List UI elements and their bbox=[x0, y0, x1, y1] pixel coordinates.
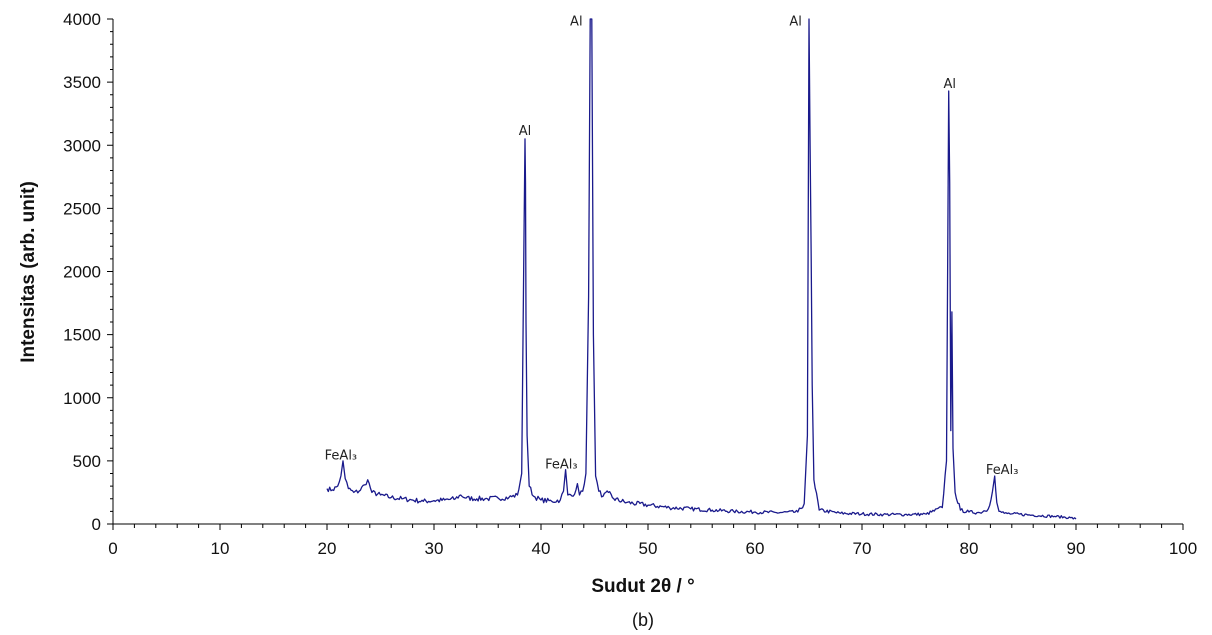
x-tick-label: 60 bbox=[746, 539, 765, 558]
y-tick-label: 4000 bbox=[63, 10, 101, 29]
x-tick-label: 100 bbox=[1169, 539, 1197, 558]
y-tick-label: 500 bbox=[73, 452, 101, 471]
y-tick-label: 1500 bbox=[63, 326, 101, 345]
peak-label: Al bbox=[570, 14, 583, 29]
series-line bbox=[326, 18, 1077, 520]
y-tick-label: 2000 bbox=[63, 263, 101, 282]
axes bbox=[112, 19, 1183, 525]
y-tick-label: 2500 bbox=[63, 199, 101, 218]
x-tick-label: 10 bbox=[211, 539, 230, 558]
y-axis-label: Intensitas (arb. unit) bbox=[18, 181, 39, 363]
figure-caption: (b) bbox=[632, 610, 654, 630]
x-axis-label: Sudut 2θ / ° bbox=[591, 576, 694, 597]
x-tick-label: 90 bbox=[1067, 539, 1086, 558]
x-tick-label: 40 bbox=[532, 539, 551, 558]
y-tick-label: 1000 bbox=[63, 389, 101, 408]
y-ticks: 0 500 1000 1500 2000 2500 3000 3500 4000 bbox=[63, 10, 113, 534]
x-tick-label: 50 bbox=[639, 539, 658, 558]
peak-label: Al bbox=[519, 124, 532, 139]
x-tick-label: 30 bbox=[425, 539, 444, 558]
x-tick-label: 70 bbox=[853, 539, 872, 558]
y-tick-label: 0 bbox=[92, 515, 101, 534]
peak-label: FeAl₃ bbox=[325, 449, 357, 464]
peak-label: Al bbox=[943, 77, 956, 92]
x-tick-label: 80 bbox=[960, 539, 979, 558]
y-tick-label: 3500 bbox=[63, 73, 101, 92]
x-tick-label: 20 bbox=[318, 539, 337, 558]
x-tick-label: 0 bbox=[108, 539, 117, 558]
peak-labels: FeAl₃ Al FeAl₃ Al Al Al FeAl₃ bbox=[325, 14, 1019, 478]
peak-label: Al bbox=[789, 14, 802, 29]
y-tick-label: 3000 bbox=[63, 136, 101, 155]
peak-label: FeAl₃ bbox=[545, 457, 577, 472]
x-ticks: 0 10 20 30 40 50 60 70 80 90 100 bbox=[108, 524, 1197, 558]
peak-label: FeAl₃ bbox=[986, 463, 1018, 478]
